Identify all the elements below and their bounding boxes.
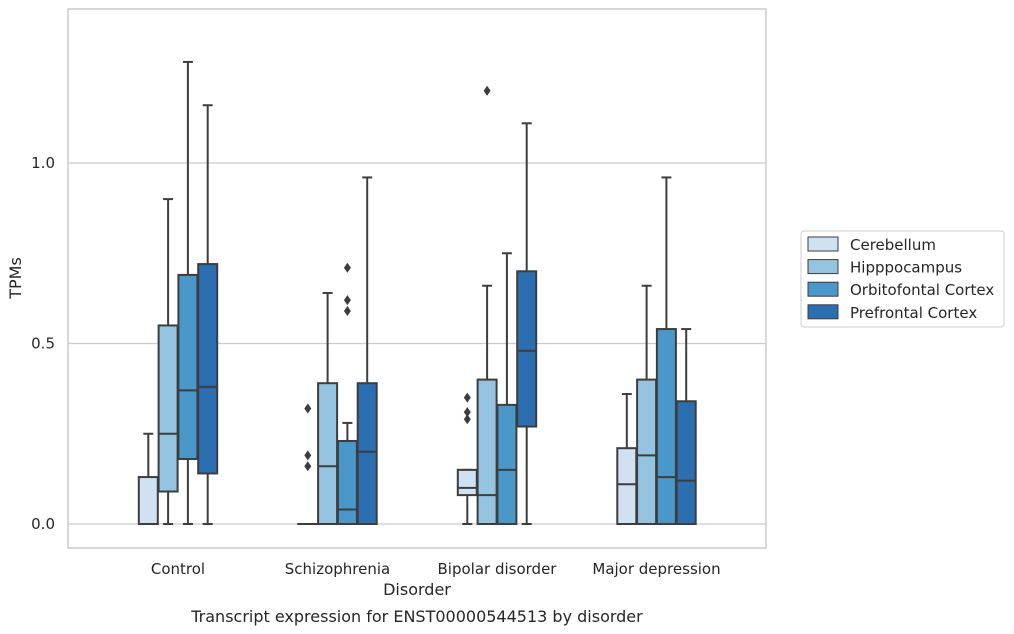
outlier-point: [304, 461, 312, 472]
y-axis-label: TPMs: [6, 257, 25, 300]
box-iqr: [675, 400, 697, 526]
outlier-point: [463, 407, 471, 418]
legend: Cerebellum Hipppocampus Orbitofontal Corte…: [800, 230, 1005, 328]
box-1-1: [317, 291, 339, 525]
box-1-0: [157, 198, 179, 525]
box-iqr: [157, 324, 179, 493]
box-3-2: [516, 122, 538, 525]
legend-label: Cerebellum: [850, 236, 936, 254]
x-tick-label: Control: [151, 560, 205, 578]
outlier-point: [304, 403, 312, 414]
y-tick-labels: 0.00.51.01.52.02.5: [31, 154, 55, 533]
box-0-0: [137, 432, 159, 526]
box-3-1: [356, 176, 378, 525]
legend-label: Hipppocampus: [850, 259, 962, 277]
legend-label: Prefrontal Cortex: [850, 304, 977, 322]
outlier-point: [304, 450, 312, 461]
box-iqr: [636, 378, 658, 525]
box-iqr: [356, 382, 378, 525]
box-2-2: [496, 252, 518, 525]
box-2-1: [336, 262, 358, 525]
box-1-2: [476, 85, 498, 525]
x-tick-label: Bipolar disorder: [438, 560, 558, 578]
box-0-3: [616, 393, 638, 525]
box-iqr: [616, 447, 638, 525]
box-iqr: [456, 468, 478, 497]
box-0-1: [297, 403, 319, 526]
box-iqr: [137, 476, 159, 526]
chart-caption: Transcript expression for ENST0000054451…: [190, 607, 643, 626]
y-tick-label: 1.0: [31, 154, 55, 172]
outlier-point: [343, 262, 351, 273]
box-iqr: [516, 270, 538, 428]
legend-swatch: [807, 236, 839, 252]
box-2-0: [177, 60, 199, 525]
box-iqr: [336, 439, 358, 525]
box-0-2: [456, 392, 478, 525]
x-tick-label: Schizophrenia: [285, 560, 390, 578]
x-tick-labels: Control Schizophrenia Bipolar disorder Majo…: [151, 560, 721, 578]
box-iqr: [655, 328, 677, 525]
outlier-point: [483, 85, 491, 96]
legend-swatch: [807, 259, 839, 275]
x-axis-label: Disorder: [383, 580, 451, 599]
outlier-point: [463, 414, 471, 425]
outlier-point: [343, 306, 351, 317]
boxes: [137, 60, 697, 526]
outlier-point: [463, 392, 471, 403]
box-iqr: [177, 273, 199, 461]
legend-label: Orbitofontal Cortex: [850, 281, 994, 299]
y-tick-label: 0.5: [31, 335, 55, 353]
box-iqr: [317, 382, 339, 525]
y-tick-label: 0.0: [31, 515, 55, 533]
box-3-0: [197, 104, 219, 525]
legend-swatch: [807, 304, 839, 320]
outlier-point: [343, 295, 351, 306]
box-2-3: [655, 176, 677, 525]
box-iqr: [197, 263, 219, 475]
legend-swatch: [807, 281, 839, 297]
box-iqr: [496, 403, 518, 525]
box-3-3: [675, 328, 697, 526]
legend-frame: [800, 230, 1005, 328]
x-tick-label: Major depression: [592, 560, 720, 578]
box-1-3: [636, 284, 658, 525]
plot-area-frame: [67, 8, 767, 549]
box-iqr: [476, 378, 498, 525]
